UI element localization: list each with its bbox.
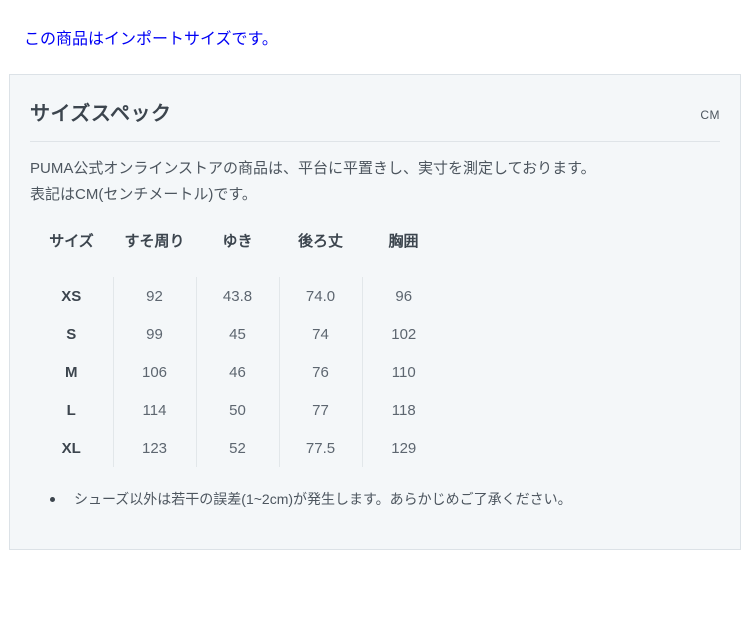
bullet-icon xyxy=(50,497,55,502)
measurement-cell: 77 xyxy=(278,391,362,429)
size-table: サイズ すそ周り ゆき 後ろ丈 胸囲 XS 92 43.8 74.0 96 S 99 45 74 102 M… xyxy=(30,230,445,467)
footnote-list: シューズ以外は若干の誤差(1~2cm)が発生します。あらかじめご了承ください。 xyxy=(30,489,720,509)
measurement-cell: 74 xyxy=(278,315,362,353)
measurement-cell: 77.5 xyxy=(278,429,362,467)
table-row: S 99 45 74 102 xyxy=(30,315,445,353)
measurement-cell: 123 xyxy=(112,429,196,467)
description-line-2: 表記はCM(センチメートル)です。 xyxy=(30,186,257,203)
measurement-cell: 46 xyxy=(195,353,279,391)
measurement-cell: 76 xyxy=(278,353,362,391)
panel-header: サイズスペック CM xyxy=(30,97,720,126)
size-cell: M xyxy=(65,363,78,381)
size-cell: S xyxy=(66,325,77,343)
measurement-cell: 118 xyxy=(361,391,445,429)
measurement-cell: 50 xyxy=(195,391,279,429)
column-header: 後ろ丈 xyxy=(297,233,343,250)
measurement-cell: 99 xyxy=(112,315,196,353)
measurement-cell: 106 xyxy=(112,353,196,391)
column-header: 胸囲 xyxy=(388,233,419,250)
measurement-cell: 45 xyxy=(195,315,279,353)
import-size-note: この商品はインポートサイズです。 xyxy=(24,31,278,48)
column-header: ゆき xyxy=(222,233,253,250)
measurement-cell: 43.8 xyxy=(195,277,279,315)
size-spec-panel: サイズスペック CM PUMA公式オンラインストアの商品は、平台に平置きし、実寸… xyxy=(9,74,741,550)
measurement-cell: 129 xyxy=(361,429,445,467)
measurement-cell: 96 xyxy=(361,277,445,315)
measurement-cell: 102 xyxy=(361,315,445,353)
column-header: すそ周り xyxy=(124,233,185,250)
column-header: サイズ xyxy=(49,233,94,250)
size-cell: L xyxy=(66,401,76,419)
size-cell: XS xyxy=(61,287,82,305)
table-row: M 106 46 76 110 xyxy=(30,353,445,391)
size-cell: XL xyxy=(61,439,81,457)
table-header-row: サイズ すそ周り ゆき 後ろ丈 胸囲 xyxy=(30,230,445,277)
measurement-cell: 52 xyxy=(195,429,279,467)
unit-label: CM xyxy=(700,107,720,122)
measurement-cell: 92 xyxy=(112,277,196,315)
footnote-text: シューズ以外は若干の誤差(1~2cm)が発生します。あらかじめご了承ください。 xyxy=(74,491,572,507)
table-row: L 114 50 77 118 xyxy=(30,391,445,429)
header-divider xyxy=(30,141,720,142)
footnote-item: シューズ以外は若干の誤差(1~2cm)が発生します。あらかじめご了承ください。 xyxy=(50,489,720,509)
table-row: XL 123 52 77.5 129 xyxy=(30,429,445,467)
table-row: XS 92 43.8 74.0 96 xyxy=(30,277,445,315)
measurement-description: PUMA公式オンラインストアの商品は、平台に平置きし、実寸を測定しております。 … xyxy=(30,156,720,208)
description-line-1: PUMA公式オンラインストアの商品は、平台に平置きし、実寸を測定しております。 xyxy=(30,160,596,177)
panel-title: サイズスペック xyxy=(30,103,172,125)
measurement-cell: 110 xyxy=(361,353,445,391)
measurement-cell: 74.0 xyxy=(278,277,362,315)
measurement-cell: 114 xyxy=(112,391,196,429)
